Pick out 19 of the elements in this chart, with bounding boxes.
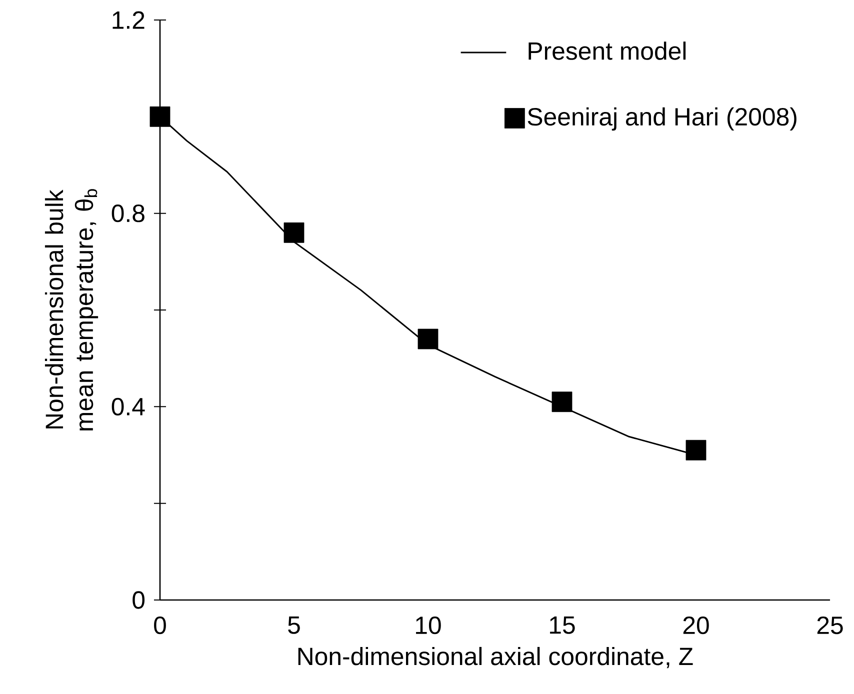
x-tick-label: 5 [288, 616, 300, 634]
x-axis-title: Non-dimensional axial coordinate, Z [298, 646, 693, 668]
point [418, 328, 438, 350]
point [552, 392, 572, 412]
point [150, 106, 170, 127]
x-tick-label: 0 [154, 616, 166, 634]
y-tick-label: 0 [132, 591, 145, 609]
legend-label: Present model [528, 42, 686, 60]
x-tick-label: 25 [817, 616, 843, 634]
y-tick-label: 0.4 [112, 398, 145, 416]
legend-label: Seeniraj and Hari (2008) [528, 107, 796, 131]
x-tick-label: 20 [683, 616, 709, 634]
point [686, 440, 706, 460]
y-tick-label: 1.2 [112, 11, 144, 29]
x-tick-label: 15 [550, 616, 575, 634]
y-axis-title: Non-dimensional bulk mean temperature, θ$_{b}$ [44, 189, 98, 430]
y-tick-label: 0.8 [112, 204, 144, 222]
x-tick-label: 10 [416, 616, 441, 634]
point [284, 222, 304, 243]
